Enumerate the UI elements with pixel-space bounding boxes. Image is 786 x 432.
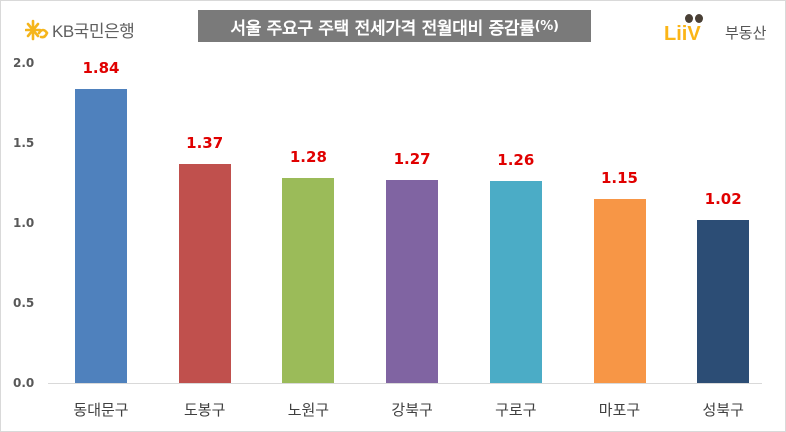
liiv-logo: LiiV 부동산: [664, 14, 766, 44]
x-category-label: 노원구: [287, 401, 330, 419]
bar: [282, 178, 335, 383]
kb-logo-text: KB국민은행: [52, 22, 135, 41]
x-category-label: 동대문구: [73, 401, 129, 419]
y-tick-label: 2.0: [13, 56, 35, 70]
data-label: 1.37: [186, 133, 224, 152]
data-label: 1.27: [393, 149, 431, 168]
liiv-dot-icon: [695, 14, 703, 23]
liiv-brand-text: LiiV: [664, 23, 701, 45]
x-category-label: 구로구: [495, 401, 537, 419]
liiv-brand-mark: LiiV: [664, 14, 722, 44]
data-label: 1.28: [289, 148, 327, 167]
x-category-label: 강북구: [391, 401, 433, 419]
bar: [75, 88, 127, 383]
bar: [178, 163, 231, 383]
data-label: 1.84: [82, 58, 120, 77]
chart-title-text: 서울 주요구 주택 전세가격 전월대비 증감률: [230, 18, 535, 39]
y-tick-label: 1.0: [13, 216, 35, 230]
x-category-label: 마포구: [598, 401, 641, 419]
y-tick-label: 0.5: [13, 296, 35, 310]
y-tick-label: 1.5: [13, 136, 35, 150]
bar: [593, 199, 646, 383]
data-label: 1.26: [497, 151, 535, 170]
x-category-label: 도봉구: [183, 401, 226, 419]
y-tick-label: 0.0: [13, 376, 35, 390]
kb-star-icon: [25, 19, 49, 40]
bar: [697, 219, 750, 383]
data-label: 1.02: [704, 189, 742, 208]
x-axis-line: [48, 383, 762, 384]
chart-title: 서울 주요구 주택 전세가격 전월대비 증감률 (%): [198, 10, 591, 42]
bar: [386, 179, 439, 383]
x-category-label: 성북구: [702, 401, 744, 419]
liiv-logo-text: 부동산: [725, 24, 767, 42]
bar: [489, 181, 542, 383]
chart-title-unit: (%): [534, 18, 559, 34]
kb-bank-logo: KB국민은행: [25, 17, 135, 42]
data-label: 1.15: [600, 169, 638, 187]
liiv-dot-icon: [685, 14, 693, 23]
